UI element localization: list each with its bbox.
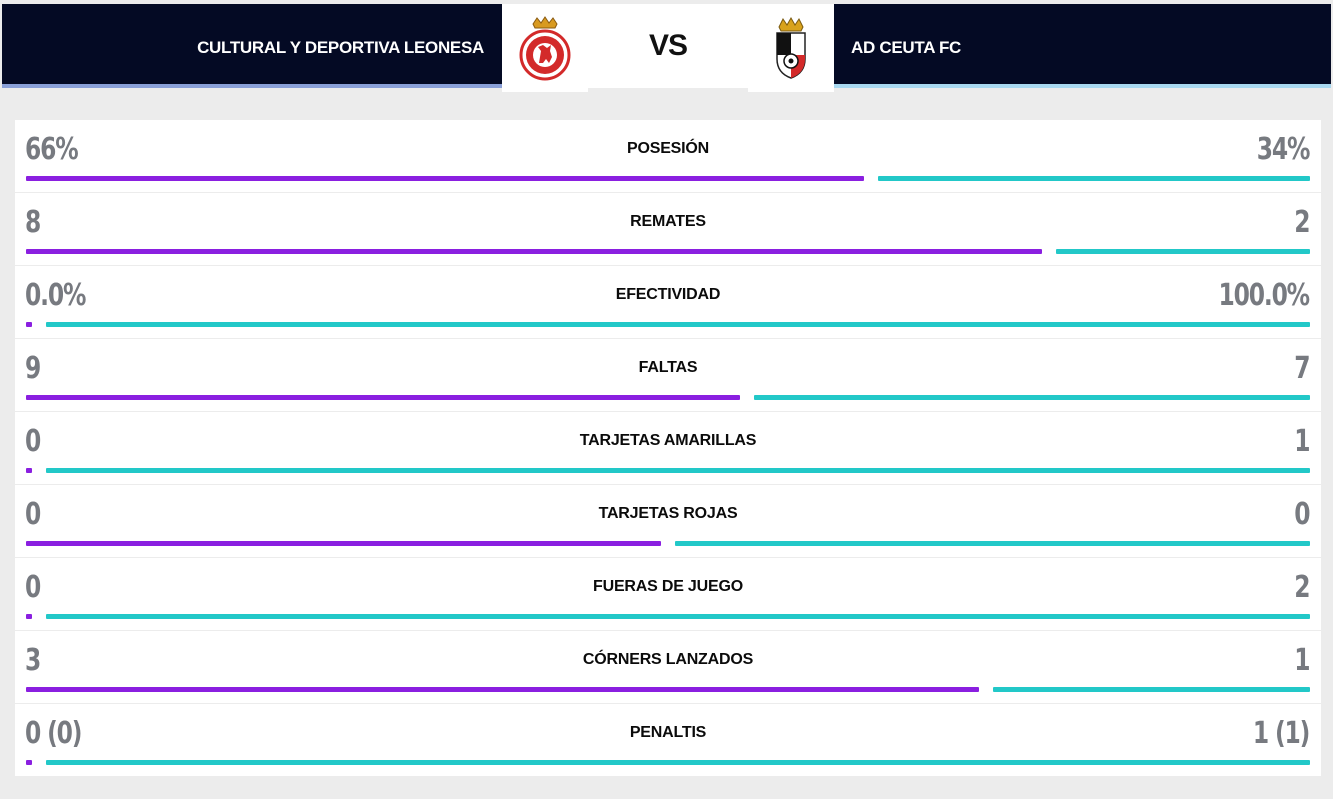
stat-label: REMATES (630, 213, 706, 230)
away-stat-value: 34% (1256, 132, 1310, 167)
away-stat-value: 2 (1293, 205, 1310, 240)
vs-label: VS (588, 4, 748, 88)
stat-row: 0 (0) PENALTIS 1 (1) (15, 704, 1321, 777)
stat-label: TARJETAS AMARILLAS (579, 432, 757, 449)
home-share-bar (26, 541, 661, 546)
stat-label: POSESIÓN (627, 140, 709, 157)
stat-row: 0.0% EFECTIVIDAD 100.0% (15, 266, 1321, 339)
away-share-bar (46, 468, 1310, 473)
away-stat-value: 7 (1293, 351, 1310, 386)
stat-label: TARJETAS ROJAS (598, 505, 738, 522)
away-share-bar (1056, 249, 1310, 254)
home-stat-value: 0 (25, 497, 41, 532)
stat-label: FUERAS DE JUEGO (593, 578, 743, 595)
home-stat-value: 8 (25, 205, 41, 240)
stat-label: CÓRNERS LANZADOS (582, 651, 754, 668)
home-crest-container (502, 4, 588, 92)
home-share-bar (26, 614, 32, 619)
ad-ceuta-crest-icon (776, 16, 806, 79)
home-team-banner: CULTURAL Y DEPORTIVA LEONESA (2, 4, 502, 88)
home-stat-value: 0 (25, 570, 41, 605)
home-share-bar (26, 249, 1042, 254)
stat-label: FALTAS (638, 359, 698, 376)
away-share-bar (993, 687, 1310, 692)
away-stat-value: 100.0% (1218, 278, 1311, 313)
stat-label: EFECTIVIDAD (615, 286, 721, 303)
home-share-bar (26, 176, 864, 181)
away-team-name: AD CEUTA FC (851, 38, 962, 57)
match-header: CULTURAL Y DEPORTIVA LEONESA VS AD CEUTA… (0, 0, 1333, 92)
away-crest-container (748, 4, 834, 92)
cultural-leonesa-crest-icon (519, 16, 571, 81)
stats-panel: 66% POSESIÓN 34% 8 REMATES 2 0.0% EFECTIVIDAD 10… (15, 120, 1321, 777)
home-stat-value: 0 (25, 424, 41, 459)
away-stat-value: 0 (1293, 497, 1310, 532)
stat-label: PENALTIS (629, 724, 707, 741)
stat-row: 66% POSESIÓN 34% (15, 120, 1321, 193)
home-share-bar (26, 468, 32, 473)
stat-row: 0 FUERAS DE JUEGO 2 (15, 558, 1321, 631)
stat-row: 9 FALTAS 7 (15, 339, 1321, 412)
home-share-bar (26, 760, 32, 765)
home-stat-value: 0 (0) (25, 716, 82, 751)
away-stat-value: 1 (1) (1252, 716, 1310, 751)
stat-row: 0 TARJETAS AMARILLAS 1 (15, 412, 1321, 485)
home-share-bar (26, 322, 32, 327)
away-stat-value: 1 (1293, 424, 1310, 459)
away-share-bar (46, 322, 1310, 327)
stat-row: 8 REMATES 2 (15, 193, 1321, 266)
stat-row: 0 TARJETAS ROJAS 0 (15, 485, 1321, 558)
home-team-name: CULTURAL Y DEPORTIVA LEONESA (197, 38, 484, 57)
home-stat-value: 3 (25, 643, 41, 678)
away-share-bar (675, 541, 1310, 546)
away-share-bar (46, 760, 1310, 765)
away-share-bar (878, 176, 1310, 181)
home-share-bar (26, 395, 740, 400)
home-stat-value: 66% (25, 132, 79, 167)
away-team-banner: AD CEUTA FC (834, 4, 1331, 88)
stat-row: 3 CÓRNERS LANZADOS 1 (15, 631, 1321, 704)
away-stat-value: 1 (1293, 643, 1310, 678)
home-stat-value: 0.0% (25, 278, 86, 313)
away-share-bar (46, 614, 1310, 619)
away-stat-value: 2 (1293, 570, 1310, 605)
home-stat-value: 9 (25, 351, 41, 386)
away-share-bar (754, 395, 1310, 400)
home-share-bar (26, 687, 979, 692)
